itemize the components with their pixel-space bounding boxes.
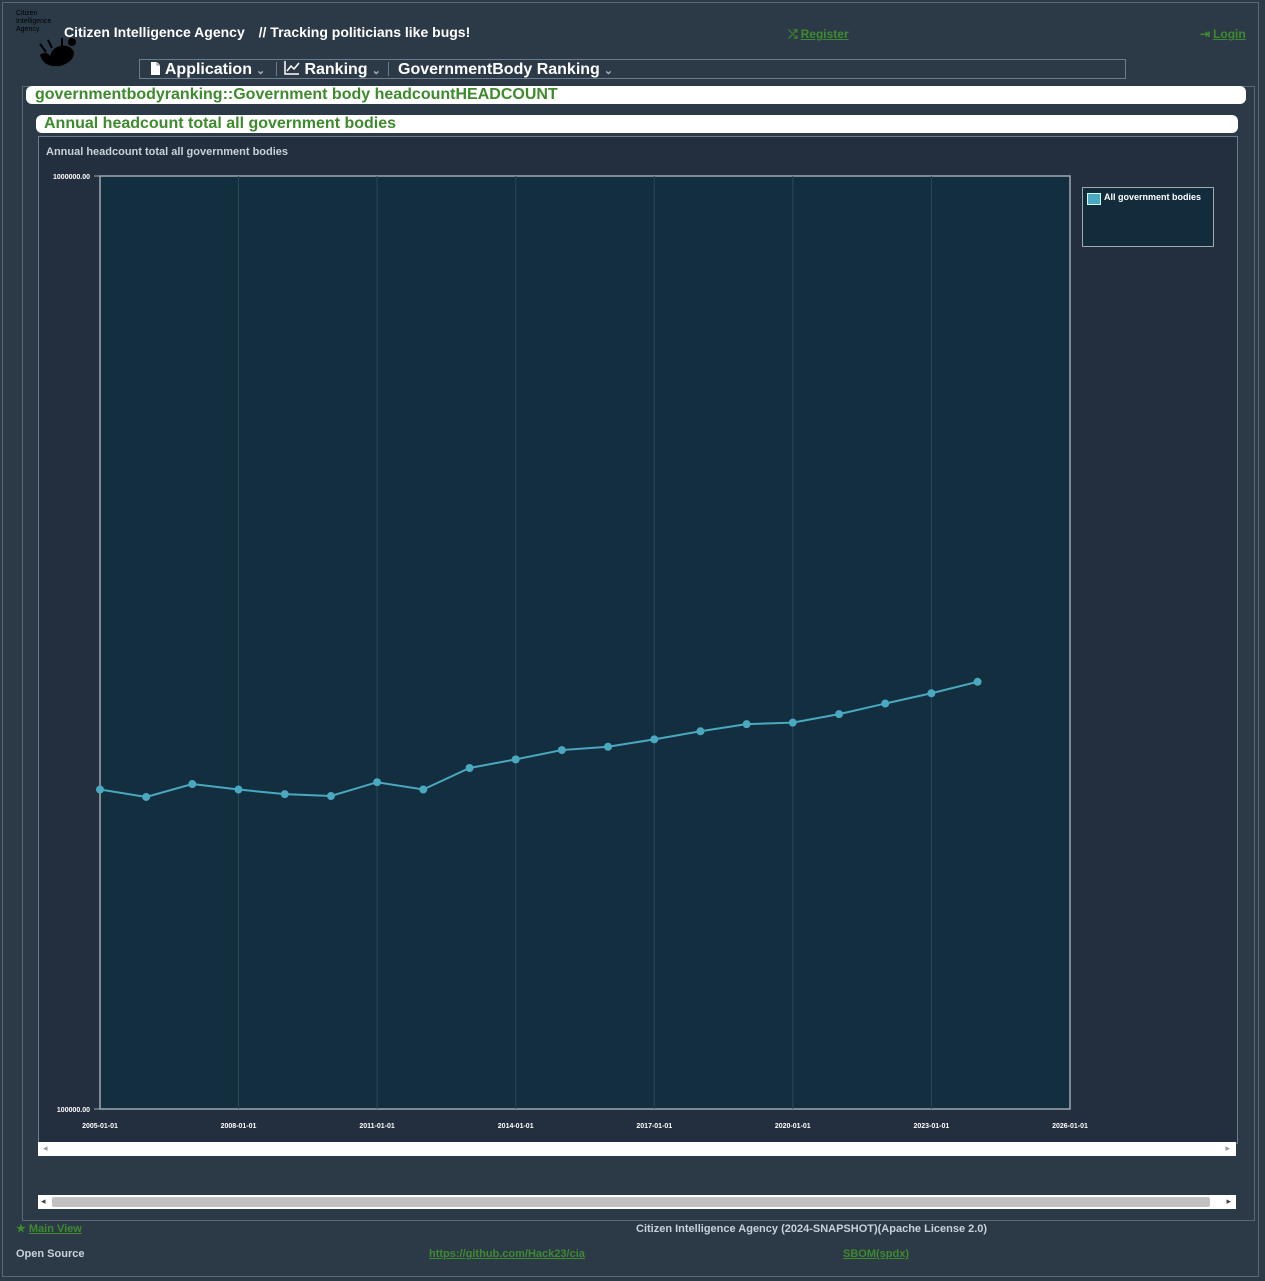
page-title: governmentbodyranking::Government body h… (26, 86, 1246, 104)
data-point (142, 792, 151, 801)
x-tick-label: 2026-01-01 (1052, 1123, 1088, 1130)
x-tick-label: 2020-01-01 (775, 1123, 811, 1130)
app-title: Citizen Intelligence Agency // Tracking … (64, 24, 470, 40)
data-point (927, 689, 936, 698)
data-point (465, 763, 474, 772)
github-link[interactable]: https://github.com/Hack23/cia (429, 1248, 585, 1260)
scroll-right-icon[interactable]: ▸ (1225, 1143, 1230, 1153)
x-tick-label: 2011-01-01 (359, 1123, 395, 1130)
login-label: Login (1213, 27, 1246, 41)
menu-label: Ranking (304, 61, 368, 78)
data-point (511, 755, 520, 764)
main-menu-bar: Application ⌄ Ranking ⌄ GovernmentBody Ran… (139, 59, 1126, 79)
data-point (373, 778, 382, 787)
data-point (604, 742, 613, 751)
data-point (188, 780, 197, 789)
data-point (557, 746, 566, 755)
menu-item-ranking[interactable]: Ranking ⌄ (284, 60, 381, 78)
login-link[interactable]: ⇥ Login (1200, 27, 1246, 41)
x-tick-label: 2023-01-01 (913, 1123, 949, 1130)
open-source-label: Open Source (16, 1248, 85, 1260)
series-line (99, 680, 978, 798)
sign-in-icon: ⇥ (1200, 27, 1211, 41)
chevron-down-icon: ⌄ (255, 65, 266, 77)
chevron-down-icon: ⌄ (371, 65, 381, 77)
data-point (881, 699, 890, 708)
app-name: Citizen Intelligence Agency (64, 24, 245, 40)
data-point (280, 790, 289, 799)
scroll-left-icon[interactable]: ◂ (41, 1196, 46, 1206)
main-view-label: Main View (28, 1223, 82, 1235)
y-tick-label: 100000.00 (57, 1107, 90, 1114)
logo-text: Citizen Intelligence Agency (16, 10, 51, 34)
menu-item-governmentbody-ranking[interactable]: GovernmentBody Ranking ⌄ (398, 60, 613, 78)
section-title: Annual headcount total all government bo… (36, 115, 1238, 133)
page-horizontal-scrollbar[interactable]: ◂ ▸ (38, 1195, 1236, 1209)
data-point (696, 727, 705, 736)
data-point (973, 677, 982, 686)
cia-logo: Citizen Intelligence Agency (16, 10, 78, 70)
beetle-logo-icon (39, 38, 76, 67)
x-tick-label: 2008-01-01 (221, 1123, 257, 1130)
menu-label: GovernmentBody Ranking (398, 61, 600, 78)
version-text: Citizen Intelligence Agency (2024-SNAPSH… (636, 1223, 988, 1235)
chart-title: Annual headcount total all government bo… (46, 146, 289, 158)
menu-item-application[interactable]: Application ⌄ (150, 60, 265, 78)
x-tick-label: 2017-01-01 (636, 1123, 672, 1130)
data-point (326, 792, 335, 801)
menu-separator (388, 62, 389, 76)
x-tick-label: 2005-01-01 (82, 1123, 118, 1130)
app-header: Citizen Intelligence Agency Citizen Inte… (0, 0, 1265, 85)
page-title-text: governmentbodyranking::Government body h… (35, 86, 558, 103)
plot-area (99, 175, 1071, 1110)
chart-horizontal-scrollbar[interactable]: ◂ ▸ (38, 1142, 1236, 1156)
data-point (788, 718, 797, 727)
chart-legend[interactable]: All government bodies (1082, 187, 1214, 247)
logo-text-line: Agency (16, 26, 40, 33)
menu-separator (276, 62, 277, 76)
data-point (96, 785, 104, 794)
register-link[interactable]: ⤮ Register (788, 27, 849, 42)
logo-text-line: Intelligence (16, 18, 52, 25)
line-chart-icon (284, 61, 300, 75)
x-tick-label: 2014-01-01 (498, 1123, 534, 1130)
shuffle-icon: ⤮ (788, 27, 798, 41)
section-title-text: Annual headcount total all government bo… (44, 115, 397, 132)
sbom-link[interactable]: SBOM(spdx) (843, 1248, 909, 1260)
data-point (650, 735, 659, 744)
data-point (234, 785, 243, 794)
scroll-right-icon[interactable]: ▸ (1226, 1196, 1231, 1206)
scrollbar-thumb[interactable] (52, 1197, 1210, 1207)
data-point (419, 785, 428, 794)
data-point (835, 710, 844, 719)
menu-label: Application (164, 61, 252, 78)
chevron-down-icon: ⌄ (603, 65, 614, 77)
legend-swatch (1087, 193, 1101, 205)
scroll-left-icon[interactable]: ◂ (43, 1143, 48, 1153)
star-icon: ★ (16, 1223, 26, 1235)
register-label: Register (800, 27, 849, 41)
logo-text-line: Citizen (16, 10, 38, 17)
app-tagline: // Tracking politicians like bugs! (258, 24, 471, 40)
main-view-link[interactable]: ★ Main View (16, 1222, 82, 1235)
document-icon (151, 62, 160, 75)
legend-label: All government bodies (1104, 192, 1202, 202)
data-point (742, 720, 751, 729)
y-tick-label: 1000000.00 (53, 174, 90, 181)
